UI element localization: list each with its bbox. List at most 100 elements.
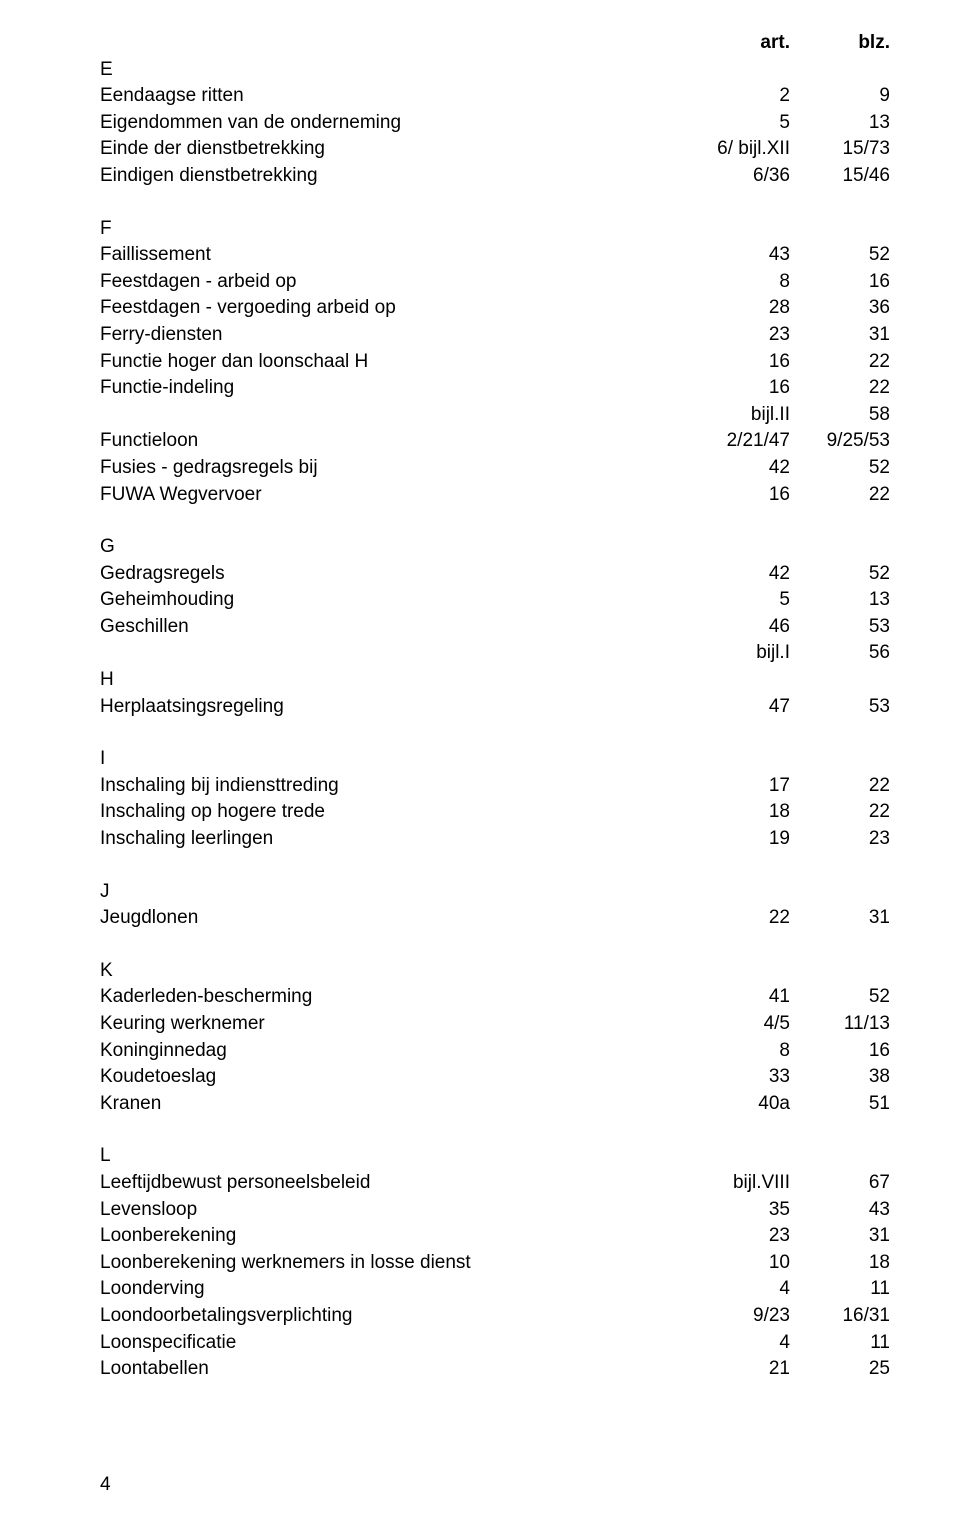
entry-art: 23	[670, 1223, 790, 1250]
entry-art: 16	[670, 482, 790, 509]
entry-label: Geschillen	[100, 614, 670, 641]
entry-label: Faillissement	[100, 242, 670, 269]
index-entry: Faillissement4352	[100, 242, 890, 269]
entry-art: 41	[670, 984, 790, 1011]
entry-art: bijl.VIII	[670, 1170, 790, 1197]
index-entry: Functie hoger dan loonschaal H1622	[100, 349, 890, 376]
entry-label: Eendaagse ritten	[100, 83, 670, 110]
entry-art: 4	[670, 1330, 790, 1357]
entry-blz: 22	[790, 375, 890, 402]
entry-art: 42	[670, 561, 790, 588]
index-entry: Loondoorbetalingsverplichting9/2316/31	[100, 1303, 890, 1330]
entry-blz: 38	[790, 1064, 890, 1091]
entry-art: 43	[670, 242, 790, 269]
section-j: JJeugdlonen2231	[100, 879, 890, 932]
index-entry: Functie-indeling1622	[100, 375, 890, 402]
entry-art: 23	[670, 322, 790, 349]
entry-blz: 22	[790, 349, 890, 376]
index-entry: Einde der dienstbetrekking6/ bijl.XII15/…	[100, 136, 890, 163]
entry-art: 4/5	[670, 1011, 790, 1038]
entry-art: 6/ bijl.XII	[670, 136, 790, 163]
entry-art: 18	[670, 799, 790, 826]
entry-blz: 15/46	[790, 163, 890, 190]
section-letter: H	[100, 667, 890, 694]
index-entry: Gedragsregels4252	[100, 561, 890, 588]
table-header: art. blz.	[100, 30, 890, 57]
entry-art: 2/21/47	[670, 428, 790, 455]
entry-label: Loondoorbetalingsverplichting	[100, 1303, 670, 1330]
entry-blz: 13	[790, 587, 890, 614]
entry-label: Fusies - gedragsregels bij	[100, 455, 670, 482]
entry-blz: 25	[790, 1356, 890, 1383]
index-entry: Loontabellen2125	[100, 1356, 890, 1383]
index-entry: Loonspecificatie411	[100, 1330, 890, 1357]
index-entry: FUWA Wegvervoer1622	[100, 482, 890, 509]
entry-blz: 18	[790, 1250, 890, 1277]
header-art: art.	[670, 30, 790, 57]
entry-blz: 36	[790, 295, 890, 322]
entry-label: Leeftijdbewust personeelsbeleid	[100, 1170, 670, 1197]
entry-label: Jeugdlonen	[100, 905, 670, 932]
entry-blz: 51	[790, 1091, 890, 1118]
index-entry: Leeftijdbewust personeelsbeleidbijl.VIII…	[100, 1170, 890, 1197]
entry-blz: 16/31	[790, 1303, 890, 1330]
entry-label: Loonberekening werknemers in losse diens…	[100, 1250, 670, 1277]
entry-label: Loonderving	[100, 1276, 670, 1303]
entry-label: Levensloop	[100, 1197, 670, 1224]
index-entry: Loonderving411	[100, 1276, 890, 1303]
index-entry: Feestdagen - arbeid op816	[100, 269, 890, 296]
entry-art: bijl.I	[670, 640, 790, 667]
entry-art: 42	[670, 455, 790, 482]
index-entry: Geheimhouding513	[100, 587, 890, 614]
entry-art: 28	[670, 295, 790, 322]
section-letter: L	[100, 1143, 890, 1170]
index-entry: Koudetoeslag3338	[100, 1064, 890, 1091]
entry-label: Kranen	[100, 1091, 670, 1118]
index-entry: Functieloon2/21/479/25/53	[100, 428, 890, 455]
entry-blz: 52	[790, 242, 890, 269]
entry-label: Koninginnedag	[100, 1038, 670, 1065]
entry-label: Ferry-diensten	[100, 322, 670, 349]
entry-blz: 16	[790, 269, 890, 296]
entry-art: 2	[670, 83, 790, 110]
entry-label: Herplaatsingsregeling	[100, 694, 670, 721]
entry-art: 8	[670, 1038, 790, 1065]
entry-label: Kaderleden-bescherming	[100, 984, 670, 1011]
entry-blz: 56	[790, 640, 890, 667]
index-entry: Jeugdlonen2231	[100, 905, 890, 932]
entry-blz: 31	[790, 905, 890, 932]
entry-art: 22	[670, 905, 790, 932]
entry-art: 16	[670, 375, 790, 402]
entry-label: Loonberekening	[100, 1223, 670, 1250]
index-entry: Loonberekening werknemers in losse diens…	[100, 1250, 890, 1277]
entry-art: 10	[670, 1250, 790, 1277]
section-letter: J	[100, 879, 890, 906]
index-content: EEendaagse ritten29Eigendommen van de on…	[100, 57, 890, 1383]
entry-label: Loontabellen	[100, 1356, 670, 1383]
entry-label: Eindigen dienstbetrekking	[100, 163, 670, 190]
entry-blz: 31	[790, 322, 890, 349]
index-entry: Loonberekening2331	[100, 1223, 890, 1250]
section-f: FFaillissement4352Feestdagen - arbeid op…	[100, 216, 890, 509]
entry-art: 21	[670, 1356, 790, 1383]
section-letter: F	[100, 216, 890, 243]
index-entry: Levensloop3543	[100, 1197, 890, 1224]
index-entry: Eendaagse ritten29	[100, 83, 890, 110]
entry-label: Inschaling leerlingen	[100, 826, 670, 853]
entry-art: 47	[670, 694, 790, 721]
entry-art: 19	[670, 826, 790, 853]
index-entry: bijl.II58	[100, 402, 890, 429]
entry-blz: 23	[790, 826, 890, 853]
section-k: KKaderleden-bescherming4152Keuring werkn…	[100, 958, 890, 1118]
section-letter: K	[100, 958, 890, 985]
entry-blz: 22	[790, 773, 890, 800]
entry-label: Keuring werknemer	[100, 1011, 670, 1038]
entry-blz: 43	[790, 1197, 890, 1224]
index-entry: Feestdagen - vergoeding arbeid op2836	[100, 295, 890, 322]
entry-blz: 31	[790, 1223, 890, 1250]
index-entry: Koninginnedag816	[100, 1038, 890, 1065]
section-i: IInschaling bij indiensttreding1722Insch…	[100, 746, 890, 852]
entry-label: Geheimhouding	[100, 587, 670, 614]
section-h: HHerplaatsingsregeling4753	[100, 667, 890, 720]
index-entry: Ferry-diensten2331	[100, 322, 890, 349]
